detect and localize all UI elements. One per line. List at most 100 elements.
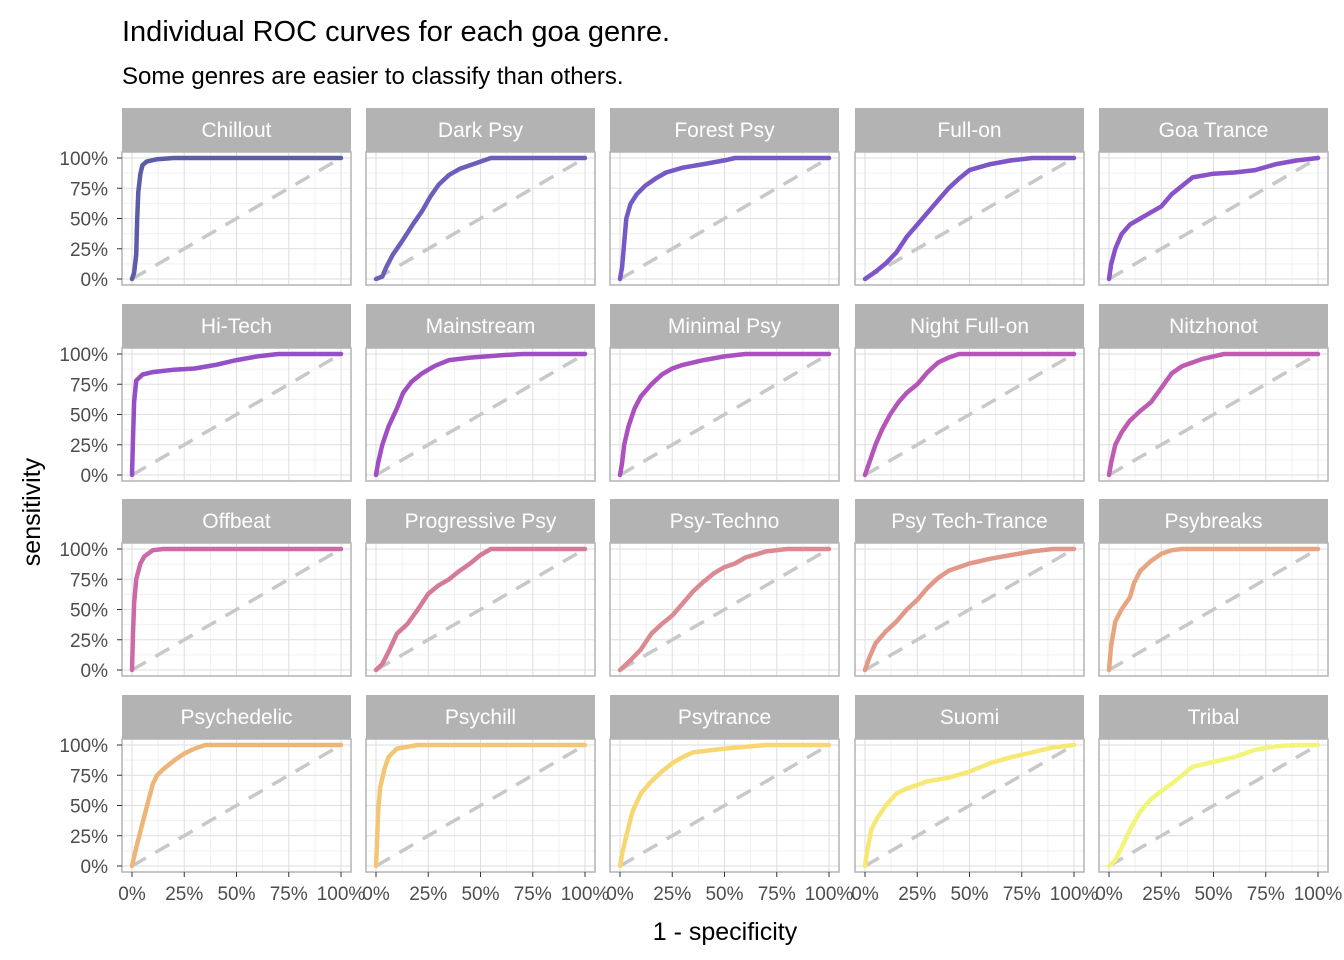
y-tick-label: 50% (70, 406, 108, 427)
facet-psy-tech-trance: Psy Tech-Trance (854, 499, 1085, 677)
facet-offbeat: Offbeat 0% 25% 50% 75% 100% (59, 499, 352, 682)
roc-curve-offbeat (129, 546, 344, 673)
x-tick-label: 25% (165, 884, 203, 905)
panel-grid (610, 348, 839, 481)
y-tick-label: 25% (70, 827, 108, 848)
y-tick-label: 75% (70, 766, 108, 787)
facet-strip (1099, 108, 1328, 152)
x-tick-label: 100% (317, 884, 366, 905)
y-tick-label: 100% (59, 736, 108, 757)
panel-grid (366, 739, 595, 872)
reference-diagonal (375, 352, 586, 477)
x-axis-title: 1 - specificity (653, 918, 798, 946)
y-tick-label: 50% (70, 601, 108, 622)
panel-grid (855, 348, 1084, 481)
facet-strip-label: Minimal Psy (668, 315, 782, 338)
reference-diagonal (375, 156, 586, 281)
x-tick-label: 50% (461, 884, 499, 905)
facet-strip-label: Mainstream (426, 315, 536, 338)
y-tick-label: 50% (70, 797, 108, 818)
facet-panels: Chillout 0% 25% 50% 75% 100% Dark Psy Forest Ps… (59, 108, 1342, 905)
reference-diagonal (131, 352, 342, 477)
facet-strip (122, 499, 351, 543)
roc-curve-nitzhonot (1106, 351, 1321, 478)
facet-strip (366, 304, 595, 348)
x-tick-label: 100% (1294, 884, 1343, 905)
facet-strip (855, 695, 1084, 739)
facet-psychedelic: Psychedelic 0% 25% 50% 75% 100% 0% 25% 50% 75% 100… (59, 695, 365, 905)
roc-curve-psybreaks (1106, 546, 1321, 673)
roc-curve-full-on (862, 155, 1077, 282)
facet-strip-label: Nitzhonot (1169, 315, 1258, 338)
roc-curve-suomi (862, 742, 1077, 869)
roc-curve-forest-psy (617, 155, 832, 282)
facet-strip-label: Psychedelic (180, 706, 292, 729)
reference-diagonal (864, 547, 1075, 672)
facet-minimal-psy: Minimal Psy (609, 304, 840, 482)
panel-border (854, 542, 1085, 677)
x-tick-label: 75% (758, 884, 796, 905)
reference-diagonal (375, 743, 586, 868)
panel-border (1098, 347, 1329, 482)
facet-strip-label: Psy-Techno (670, 510, 780, 533)
x-tick-label: 25% (1142, 884, 1180, 905)
panel-border (1098, 151, 1329, 286)
x-tick-label: 75% (514, 884, 552, 905)
reference-diagonal (864, 743, 1075, 868)
roc-curve-psy-techno (617, 546, 832, 673)
reference-diagonal (1108, 156, 1319, 281)
panel-grid (610, 739, 839, 872)
chart-title: Individual ROC curves for each goa genre… (122, 16, 670, 48)
panel-border (854, 347, 1085, 482)
y-tick-label: 0% (81, 661, 109, 682)
reference-diagonal (1108, 352, 1319, 477)
facet-strip (122, 108, 351, 152)
facet-strip (1099, 304, 1328, 348)
reference-diagonal (619, 156, 830, 281)
panel-border (609, 542, 840, 677)
facet-psybreaks: Psybreaks (1098, 499, 1329, 677)
facet-strip-label: Psy Tech-Trance (891, 510, 1047, 533)
facet-chillout: Chillout 0% 25% 50% 75% 100% (59, 108, 352, 291)
facet-strip-label: Psytrance (678, 706, 771, 729)
reference-diagonal (1108, 743, 1319, 868)
panel-border (365, 151, 596, 286)
roc-curve-dark-psy (373, 155, 588, 282)
reference-diagonal (131, 743, 342, 868)
panel-border (365, 542, 596, 677)
y-axis-title: sensitivity (18, 457, 46, 566)
facet-night-full-on: Night Full-on (854, 304, 1085, 482)
x-tick-label: 100% (1050, 884, 1099, 905)
panel-grid (1099, 152, 1328, 285)
x-tick-label: 0% (118, 884, 146, 905)
y-tick-label: 75% (70, 570, 108, 591)
facet-strip (366, 499, 595, 543)
y-tick-label: 0% (81, 857, 109, 878)
y-tick-label: 0% (81, 270, 109, 291)
y-tick-label: 25% (70, 631, 108, 652)
facet-strip (855, 108, 1084, 152)
x-tick-label: 25% (898, 884, 936, 905)
facet-strip-label: Suomi (940, 706, 1000, 729)
panel-grid (122, 152, 351, 285)
x-tick-label: 50% (1194, 884, 1232, 905)
roc-curve-mainstream (373, 351, 588, 478)
facet-strip (610, 108, 839, 152)
x-tick-label: 75% (270, 884, 308, 905)
chart-subtitle: Some genres are easier to classify than … (122, 63, 624, 90)
facet-nitzhonot: Nitzhonot (1098, 304, 1329, 482)
facet-strip-label: Offbeat (202, 510, 271, 533)
y-tick-label: 75% (70, 375, 108, 396)
facet-strip-label: Forest Psy (674, 119, 775, 142)
reference-diagonal (1108, 547, 1319, 672)
facet-mainstream: Mainstream (365, 304, 596, 482)
facet-strip (1099, 695, 1328, 739)
facet-suomi: Suomi 0% 25% 50% 75% 100% (851, 695, 1098, 905)
facet-strip (610, 304, 839, 348)
facet-hi-tech: Hi-Tech 0% 25% 50% 75% 100% (59, 304, 352, 487)
facet-strip (855, 304, 1084, 348)
x-tick-label: 100% (561, 884, 610, 905)
roc-curve-hi-tech (129, 351, 344, 478)
facet-strip (610, 499, 839, 543)
y-tick-label: 25% (70, 240, 108, 261)
